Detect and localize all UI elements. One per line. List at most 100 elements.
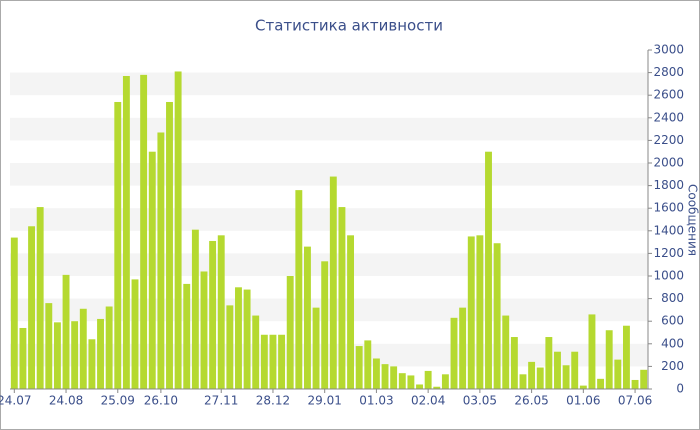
bar bbox=[235, 287, 242, 389]
y-tick-label: 0 bbox=[676, 382, 684, 396]
bar bbox=[10, 237, 18, 389]
y-tick-label: 400 bbox=[661, 336, 684, 350]
bar bbox=[364, 340, 372, 389]
bar bbox=[441, 374, 449, 389]
bar bbox=[631, 379, 639, 389]
bar bbox=[243, 289, 251, 389]
bar bbox=[269, 334, 277, 389]
bar bbox=[605, 330, 613, 389]
bar bbox=[433, 386, 441, 389]
bar bbox=[19, 327, 27, 389]
bar bbox=[536, 367, 544, 389]
y-tick-label: 1400 bbox=[653, 223, 684, 237]
bar bbox=[416, 384, 423, 389]
y-tick-label: 2800 bbox=[653, 65, 684, 79]
grid-band bbox=[10, 163, 648, 186]
bar bbox=[467, 236, 475, 389]
bar bbox=[571, 351, 579, 389]
grid-band bbox=[10, 117, 648, 141]
bar bbox=[217, 235, 225, 389]
bar bbox=[191, 229, 199, 389]
bar bbox=[45, 303, 53, 389]
bar bbox=[140, 74, 148, 390]
bar bbox=[424, 370, 432, 389]
bar bbox=[36, 207, 44, 389]
x-tick-label: 02.04 bbox=[411, 394, 445, 408]
bar bbox=[183, 283, 191, 389]
bar bbox=[459, 307, 467, 389]
bar bbox=[321, 261, 329, 389]
y-axis-label: Сообщения bbox=[686, 184, 700, 256]
grid-band bbox=[10, 208, 648, 231]
bar bbox=[622, 325, 630, 389]
x-tick-label: 07.06 bbox=[618, 394, 652, 408]
bar bbox=[174, 71, 182, 389]
bar bbox=[114, 101, 122, 389]
bar bbox=[97, 318, 104, 389]
y-tick-label: 200 bbox=[661, 359, 684, 373]
bar bbox=[485, 151, 492, 389]
bar bbox=[562, 365, 570, 389]
bar bbox=[355, 346, 363, 389]
y-tick-label: 1000 bbox=[653, 269, 684, 283]
bar bbox=[476, 235, 484, 389]
y-tick-label: 2400 bbox=[653, 110, 684, 124]
x-tick-label: 01.03 bbox=[359, 394, 393, 408]
y-tick-label: 3000 bbox=[653, 43, 684, 57]
bar bbox=[71, 321, 79, 389]
y-tick-label: 600 bbox=[661, 314, 684, 328]
bar bbox=[200, 271, 208, 389]
y-tick-label: 2200 bbox=[653, 133, 684, 147]
x-tick-label: 03.05 bbox=[463, 394, 497, 408]
bar bbox=[329, 176, 337, 389]
x-tick-label: 28.12 bbox=[256, 394, 290, 408]
bar bbox=[597, 378, 605, 389]
bar bbox=[88, 339, 96, 389]
y-tick-label: 1600 bbox=[653, 201, 684, 215]
bar bbox=[338, 207, 346, 389]
bar bbox=[28, 226, 36, 389]
x-tick-label: 26.05 bbox=[514, 394, 548, 408]
grid-band bbox=[10, 72, 648, 96]
bar bbox=[157, 132, 165, 390]
bar bbox=[398, 373, 406, 389]
bar bbox=[545, 337, 553, 389]
bar bbox=[166, 101, 173, 389]
x-tick-label: 26.10 bbox=[144, 394, 178, 408]
bar bbox=[502, 315, 510, 389]
y-tick-label: 800 bbox=[661, 291, 684, 305]
bar bbox=[519, 374, 527, 389]
bar bbox=[286, 276, 294, 389]
bar bbox=[588, 314, 596, 389]
bar bbox=[640, 369, 648, 389]
bar bbox=[260, 334, 268, 389]
bar bbox=[79, 308, 87, 389]
y-tick-label: 2600 bbox=[653, 88, 684, 102]
x-tick-label: 27.11 bbox=[204, 394, 238, 408]
x-tick-label: 25.09 bbox=[101, 394, 135, 408]
bar bbox=[252, 315, 260, 389]
bar bbox=[62, 274, 70, 389]
bar bbox=[347, 235, 355, 389]
bar bbox=[278, 334, 286, 389]
bar bbox=[148, 151, 156, 389]
bar bbox=[528, 361, 536, 389]
x-tick-label: 29.01 bbox=[308, 394, 342, 408]
bar bbox=[131, 279, 139, 389]
x-tick-label: 01.06 bbox=[566, 394, 600, 408]
bar bbox=[450, 317, 458, 389]
bar bbox=[105, 306, 113, 389]
bar bbox=[53, 322, 61, 389]
bar bbox=[312, 307, 320, 389]
y-tick-label: 1200 bbox=[653, 246, 684, 260]
bar bbox=[614, 359, 622, 389]
bar bbox=[209, 240, 217, 389]
x-tick-label: 24.08 bbox=[49, 394, 83, 408]
bar bbox=[579, 385, 587, 389]
y-tick-label: 1800 bbox=[653, 178, 684, 192]
bar bbox=[554, 351, 561, 389]
x-tick-label: 24.07 bbox=[0, 394, 31, 408]
bar bbox=[390, 366, 398, 389]
chart-title: Статистика активности bbox=[255, 17, 443, 35]
